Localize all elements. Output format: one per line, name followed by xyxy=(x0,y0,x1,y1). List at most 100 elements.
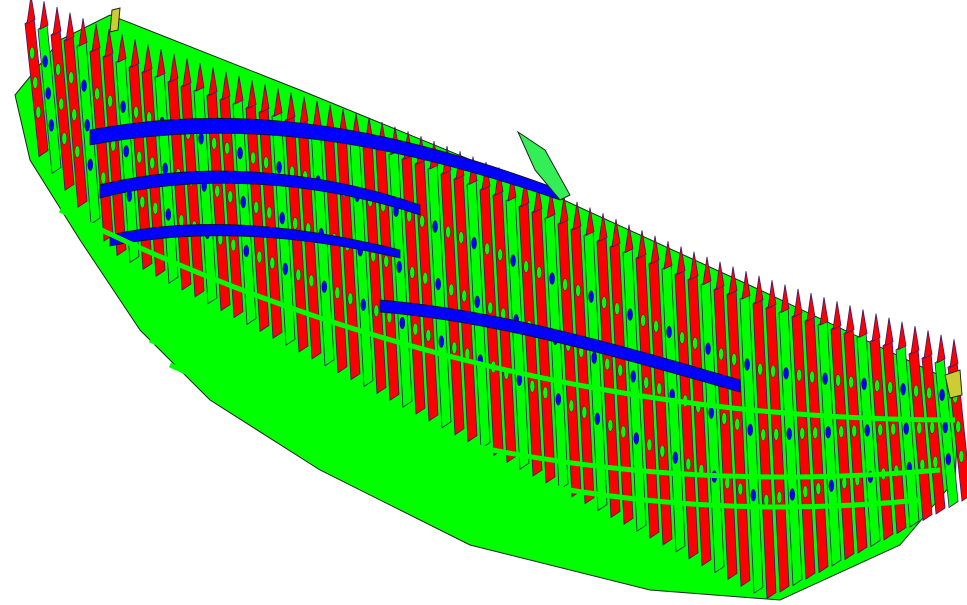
lightening-hole xyxy=(474,295,480,309)
lightening-hole xyxy=(591,351,597,365)
lightening-hole xyxy=(916,421,922,435)
lightening-hole xyxy=(685,457,692,471)
frame-tip xyxy=(637,230,647,260)
frame-tip xyxy=(910,326,920,355)
frame-tip xyxy=(884,317,894,347)
lightening-hole xyxy=(614,302,620,315)
lightening-hole xyxy=(243,244,250,258)
frame-tip xyxy=(598,213,608,243)
lightening-hole xyxy=(659,445,666,458)
lightening-hole xyxy=(334,286,341,300)
lightening-hole xyxy=(133,106,139,119)
lightening-hole xyxy=(250,151,256,165)
frame-tip xyxy=(923,330,933,360)
lightening-hole xyxy=(594,412,601,426)
lightening-hole xyxy=(601,296,607,309)
lightening-hole xyxy=(958,450,965,463)
lightening-hole xyxy=(630,370,636,383)
lightening-hole xyxy=(487,301,493,315)
lightening-hole xyxy=(731,353,737,366)
frame-tip xyxy=(572,201,582,231)
lightening-hole xyxy=(360,298,367,312)
frame-tip xyxy=(845,305,855,335)
lightening-hole xyxy=(425,329,432,342)
lightening-hole xyxy=(890,422,896,436)
lightening-hole xyxy=(887,381,893,394)
lightening-hole xyxy=(123,144,129,158)
lightening-hole xyxy=(939,388,945,402)
frame-tip xyxy=(208,67,218,97)
lightening-hole xyxy=(438,335,445,348)
frame-tip xyxy=(676,246,686,276)
lightening-hole xyxy=(55,63,61,76)
frame-tip xyxy=(117,34,127,63)
frame-tip xyxy=(520,178,530,208)
lightening-hole xyxy=(61,132,68,145)
lightening-hole xyxy=(568,399,575,413)
frame-tip xyxy=(130,39,140,69)
lightening-hole xyxy=(162,162,168,176)
frame-tip xyxy=(195,63,205,92)
lightening-hole xyxy=(656,382,662,396)
lightening-hole xyxy=(773,428,779,441)
lightening-hole xyxy=(136,150,142,164)
lightening-hole xyxy=(633,432,640,445)
lightening-hole xyxy=(347,292,354,306)
frame-tip xyxy=(650,235,660,265)
lightening-hole xyxy=(841,476,848,490)
frame-tip xyxy=(234,76,244,105)
lightening-hole xyxy=(237,146,243,160)
lightening-hole xyxy=(308,274,315,288)
lightening-hole xyxy=(266,206,272,220)
lightening-hole xyxy=(812,426,818,440)
lightening-hole xyxy=(575,284,581,297)
lightening-hole xyxy=(536,266,542,279)
frame-tip xyxy=(741,271,751,300)
lightening-hole xyxy=(877,423,883,437)
frame-tip xyxy=(247,80,257,109)
lightening-hole xyxy=(510,254,516,267)
lightening-hole xyxy=(448,283,454,297)
lightening-hole xyxy=(620,425,627,439)
lightening-hole xyxy=(848,375,854,389)
lightening-hole xyxy=(263,156,269,169)
lightening-hole xyxy=(107,94,113,108)
lightening-hole xyxy=(770,365,776,378)
lightening-hole xyxy=(786,427,792,441)
lightening-hole xyxy=(149,156,155,170)
lightening-hole xyxy=(724,476,731,490)
frame-tip xyxy=(260,84,270,114)
lightening-hole xyxy=(744,358,750,371)
frame-tip xyxy=(156,49,166,78)
frame-tip xyxy=(559,195,569,225)
lightening-hole xyxy=(835,374,841,387)
lightening-hole xyxy=(646,438,653,452)
lightening-hole xyxy=(643,376,649,389)
frame-tip xyxy=(689,251,699,281)
lightening-hole xyxy=(399,316,406,330)
lightening-hole xyxy=(74,145,81,158)
lightening-hole xyxy=(412,322,419,336)
lightening-hole xyxy=(653,320,659,333)
stringer xyxy=(379,299,741,393)
lightening-hole xyxy=(809,370,815,384)
lightening-hole xyxy=(445,225,451,239)
lightening-hole xyxy=(230,238,237,252)
frame-tip xyxy=(624,224,634,254)
bow-plate xyxy=(109,7,121,33)
lightening-hole xyxy=(913,384,919,398)
frame-tip xyxy=(611,218,621,248)
lightening-hole xyxy=(828,479,835,492)
lightening-hole xyxy=(776,491,783,504)
lightening-hole xyxy=(432,220,438,233)
lightening-hole xyxy=(864,424,870,437)
frame-tip xyxy=(793,288,803,318)
frame-tip xyxy=(663,241,673,270)
lightening-hole xyxy=(825,425,831,439)
lightening-hole xyxy=(705,342,711,355)
lightening-hole xyxy=(484,242,490,256)
lightening-hole xyxy=(750,488,757,502)
lightening-hole xyxy=(435,277,441,291)
lightening-hole xyxy=(253,201,259,214)
frame-tip xyxy=(936,334,946,364)
